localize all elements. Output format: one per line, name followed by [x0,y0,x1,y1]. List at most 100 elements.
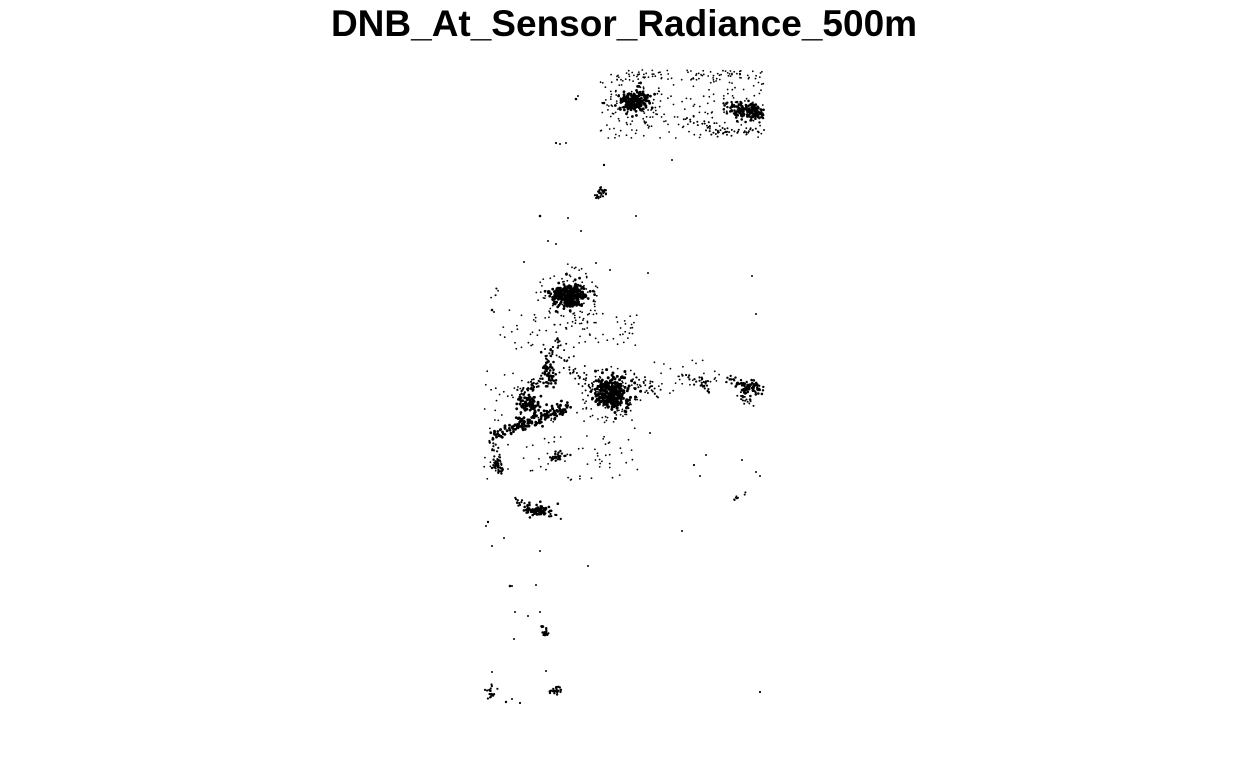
light-point [607,387,611,391]
light-point [555,412,557,415]
light-point [712,79,715,81]
light-point [682,365,684,368]
light-point [553,436,556,439]
light-point [688,130,690,133]
light-point [503,336,506,339]
light-point [732,97,735,99]
light-point [706,112,709,115]
light-point [626,110,629,113]
light-point [539,417,543,421]
light-point [757,392,760,395]
light-point [619,394,622,398]
light-point [515,407,519,411]
light-point [617,391,621,395]
light-point [547,240,549,242]
light-point [528,501,531,505]
light-point [543,371,546,374]
light-point [693,103,696,106]
light-point [641,92,645,96]
light-point [641,90,644,93]
light-point [521,425,524,428]
light-point [543,634,547,637]
light-point [754,384,758,387]
light-point [715,122,718,124]
light-point [543,437,546,440]
light-point [586,327,589,329]
light-point [556,453,559,456]
light-point [723,111,725,114]
light-point [609,90,612,93]
light-point [506,395,509,398]
light-point [539,465,542,468]
light-point [593,194,597,197]
light-point [741,384,744,387]
light-point [581,447,584,450]
light-point [549,307,552,310]
light-point [762,385,765,389]
light-point [612,388,616,392]
light-point [578,342,580,344]
light-point [660,73,662,76]
light-point [547,505,551,509]
light-point [530,387,533,390]
light-point [733,498,736,501]
light-point [511,698,513,700]
light-point [548,515,552,518]
light-point [549,292,553,296]
light-point [622,95,626,99]
light-point [737,496,739,499]
light-point [568,310,571,313]
light-point [709,127,711,130]
light-point [582,398,584,401]
light-point [544,348,546,350]
light-point [747,99,750,103]
light-point [756,386,759,390]
light-point [571,292,575,295]
light-point [578,269,581,271]
light-point [755,109,759,113]
light-point [507,468,509,470]
light-point [629,409,632,412]
light-point [594,390,597,393]
light-point [546,384,549,388]
light-point [714,377,717,379]
light-point [619,333,622,336]
light-point [648,125,650,128]
light-point [727,92,729,95]
light-point [743,402,746,405]
light-point [622,105,626,109]
light-point [750,118,753,122]
light-point [624,382,627,385]
light-point [492,464,495,467]
light-point [581,392,584,394]
light-point [583,420,585,422]
light-point [536,334,539,337]
light-point [745,398,748,401]
light-point [686,69,688,72]
light-point [610,400,613,403]
light-point [597,379,601,383]
light-point [623,370,627,373]
light-point [507,443,509,446]
light-point [572,280,575,283]
light-point [551,353,554,356]
light-point [699,133,702,136]
light-point [534,420,538,424]
light-point [531,343,534,346]
light-point [575,294,577,296]
light-point [568,368,571,371]
light-point [610,93,613,96]
light-point [642,110,645,113]
light-point [678,378,681,381]
light-point [680,78,683,81]
light-point [626,94,630,98]
light-point [528,516,532,519]
light-point [522,416,526,420]
light-point [759,72,762,74]
light-point [698,376,701,379]
light-point [519,413,522,416]
light-point [663,363,665,365]
light-point [594,448,596,451]
light-point [574,377,577,380]
light-point [615,102,618,105]
